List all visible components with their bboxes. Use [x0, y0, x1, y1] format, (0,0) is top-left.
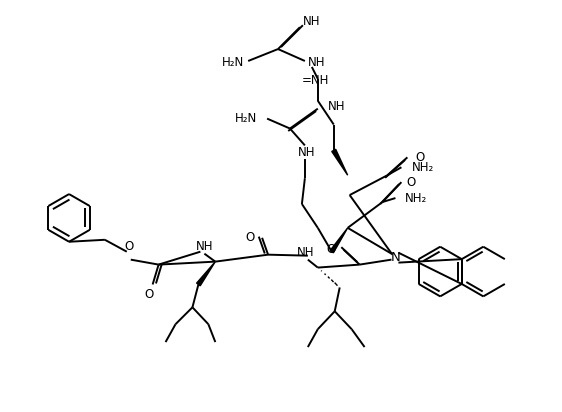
Text: H₂N: H₂N — [222, 56, 244, 70]
Text: N: N — [391, 251, 400, 264]
Text: =NH: =NH — [302, 74, 329, 87]
Text: NH₂: NH₂ — [413, 161, 434, 174]
Text: O: O — [415, 151, 424, 164]
Text: O: O — [124, 240, 133, 253]
Text: O: O — [406, 176, 416, 189]
Polygon shape — [330, 228, 348, 253]
Polygon shape — [332, 149, 348, 175]
Text: NH: NH — [297, 246, 315, 259]
Text: NH₂: NH₂ — [405, 192, 427, 204]
Text: O: O — [245, 231, 254, 244]
Text: NH: NH — [303, 15, 320, 28]
Text: NH: NH — [308, 56, 325, 70]
Text: NH: NH — [298, 146, 316, 159]
Text: O: O — [144, 288, 153, 301]
Text: NH: NH — [196, 240, 213, 253]
Polygon shape — [197, 262, 215, 286]
Text: NH: NH — [328, 100, 345, 113]
Text: H₂N: H₂N — [235, 112, 257, 125]
Text: O: O — [327, 243, 336, 256]
